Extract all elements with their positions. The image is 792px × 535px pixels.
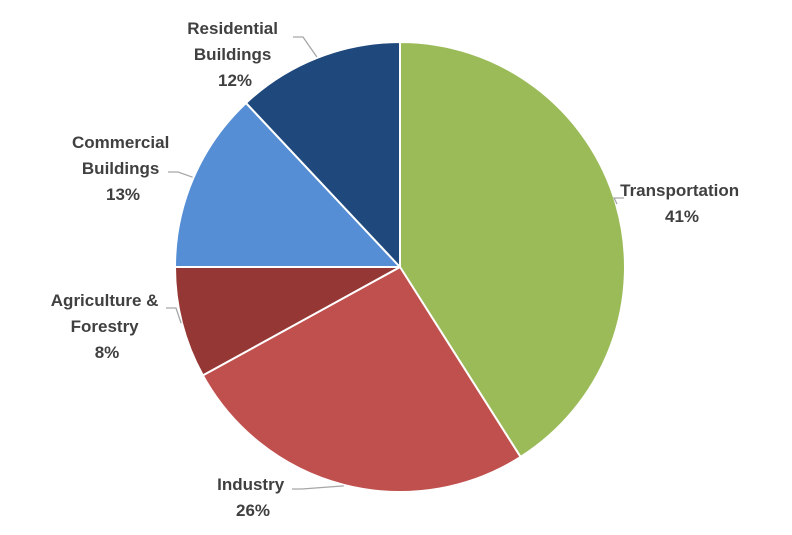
slice-commercial-buildings xyxy=(174,101,401,268)
label-transportation-name: Transportation xyxy=(620,181,739,200)
leader-line-agriculture-forestry xyxy=(166,307,182,324)
label-agriculture-line1: Agriculture & xyxy=(51,291,159,310)
label-transportation-pct: 41% xyxy=(665,207,699,226)
label-commercial-buildings: Commercial Buildings 13% xyxy=(72,133,174,204)
slice-residential-buildings xyxy=(244,41,401,268)
label-residential-line2: Buildings xyxy=(194,45,271,64)
label-industry-pct: 26% xyxy=(236,501,270,520)
label-transportation: Transportation 41% xyxy=(620,181,744,226)
label-agriculture-pct: 8% xyxy=(95,343,120,362)
label-commercial-line2: Buildings xyxy=(82,159,159,178)
slice-transportation xyxy=(399,41,626,458)
leader-line-industry xyxy=(292,485,344,490)
pie-slices xyxy=(174,41,626,493)
leader-line-transportation xyxy=(612,197,624,205)
label-agriculture-forestry: Agriculture & Forestry 8% xyxy=(51,291,163,362)
leader-line-residential-buildings xyxy=(293,36,318,58)
label-agriculture-line2: Forestry xyxy=(71,317,140,336)
label-industry-name: Industry xyxy=(217,475,285,494)
slice-agriculture-forestry xyxy=(174,266,401,377)
leader-lines xyxy=(166,36,624,490)
label-residential-line1: Residential xyxy=(187,19,278,38)
slice-industry xyxy=(201,266,522,493)
label-industry: Industry 26% xyxy=(217,475,289,520)
label-commercial-pct: 13% xyxy=(106,185,140,204)
leader-line-commercial-buildings xyxy=(168,171,193,178)
label-residential-buildings: Residential Buildings 12% xyxy=(187,19,282,90)
label-commercial-line1: Commercial xyxy=(72,133,169,152)
label-residential-pct: 12% xyxy=(218,71,252,90)
